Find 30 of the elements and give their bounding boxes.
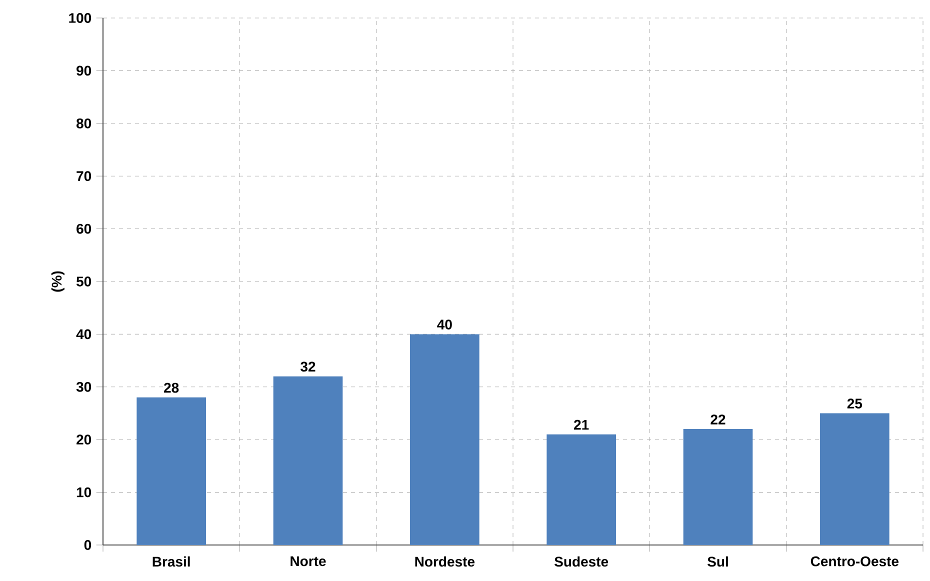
x-tick-label: Brasil <box>152 556 190 567</box>
bar <box>546 434 616 545</box>
y-tick-label: 50 <box>76 276 92 286</box>
data-label: 32 <box>300 362 316 372</box>
y-tick-label: 90 <box>76 66 92 76</box>
y-tick-label: 80 <box>76 118 92 128</box>
x-tick-label: Centro-Oeste <box>810 556 899 566</box>
data-label: 28 <box>164 382 179 393</box>
bar <box>683 429 753 545</box>
y-tick-label: 70 <box>76 171 92 182</box>
data-label: 25 <box>847 398 862 409</box>
y-axis-title: (%) <box>51 271 64 292</box>
bar <box>136 397 206 545</box>
y-tick-label: 60 <box>76 224 92 234</box>
x-tick-label: Sudeste <box>554 556 608 567</box>
y-tick-label: 30 <box>76 382 92 392</box>
y-tick-label: 20 <box>76 434 92 445</box>
bar <box>410 334 480 545</box>
x-tick-label: Nordeste <box>415 556 475 567</box>
bar <box>820 413 890 545</box>
y-tick-label: 100 <box>69 13 92 23</box>
x-tick-label: Norte <box>290 556 326 566</box>
data-label: 40 <box>437 320 452 330</box>
y-tick-label: 40 <box>76 329 92 340</box>
data-label: 21 <box>574 420 589 430</box>
x-tick-label: Sul <box>708 556 728 567</box>
y-tick-label: 10 <box>76 487 92 498</box>
y-tick-label: 0 <box>84 540 92 550</box>
data-label: 22 <box>710 414 726 424</box>
bar <box>273 376 343 545</box>
